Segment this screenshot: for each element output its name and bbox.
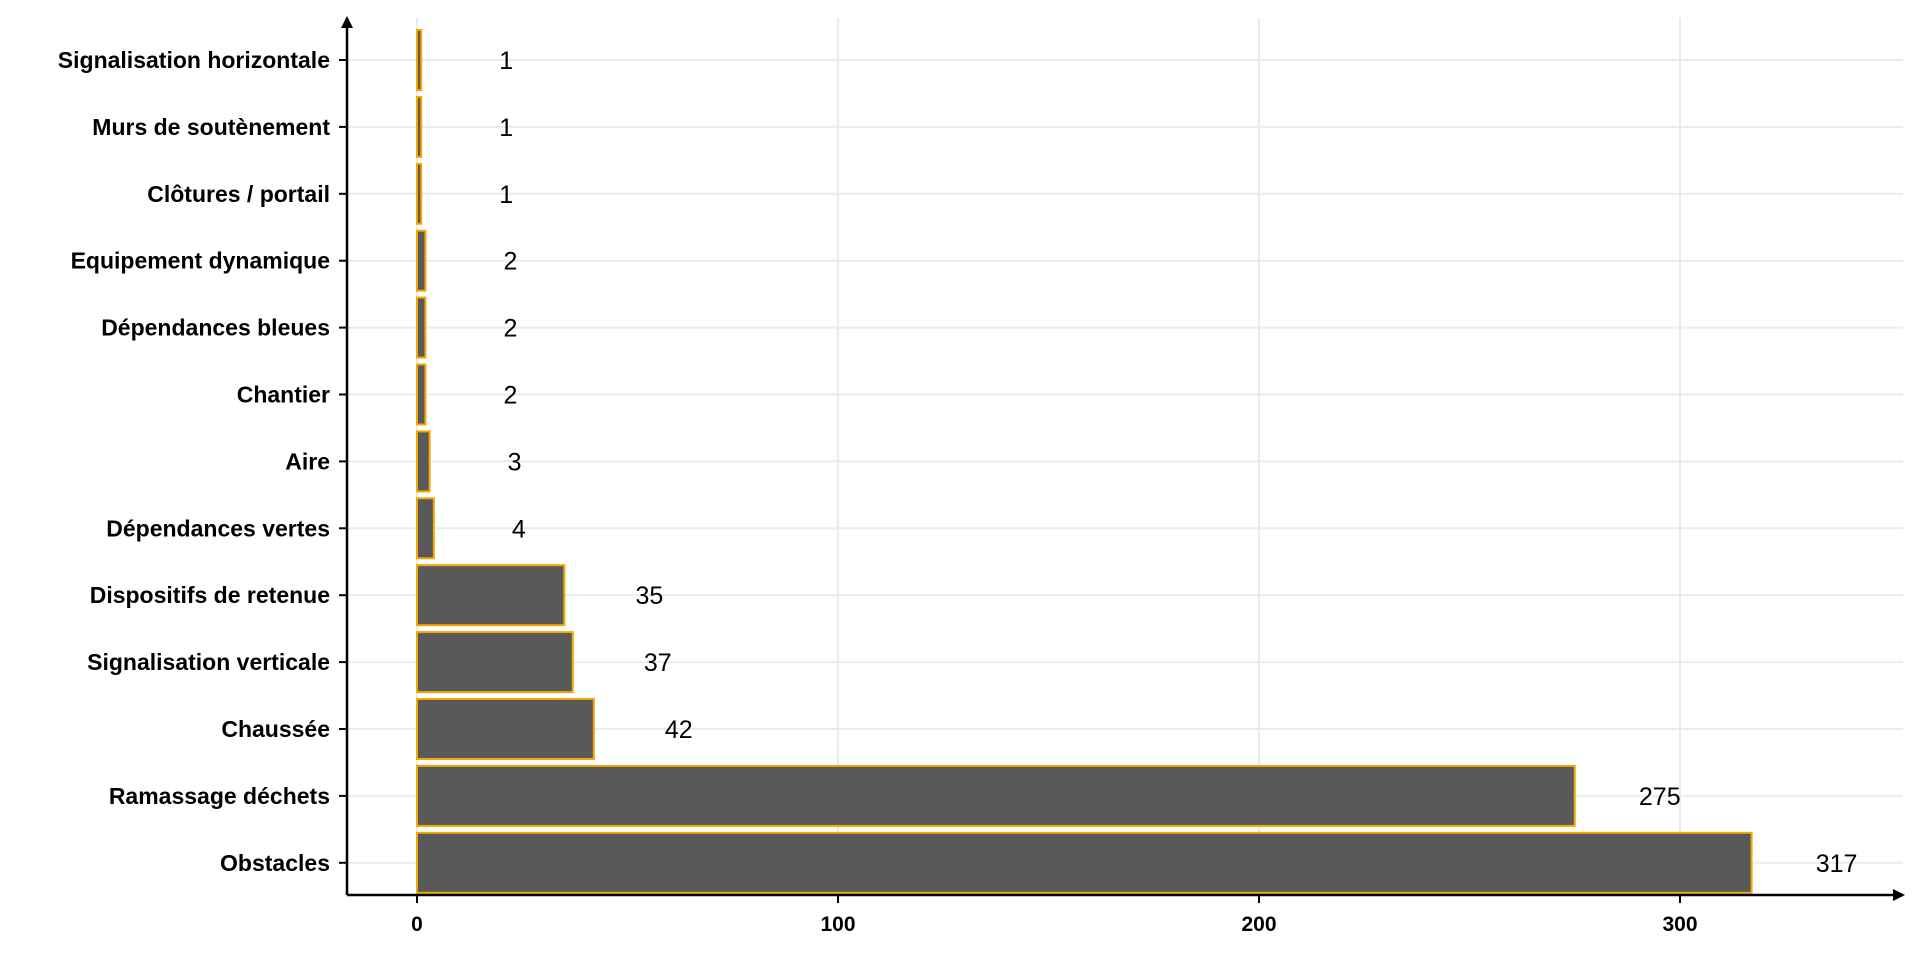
x-tick-label: 300 xyxy=(1662,913,1697,936)
data-label: 2 xyxy=(503,248,517,276)
category-label: Murs de soutènement xyxy=(92,114,330,140)
value-labels: 317 275 42 37 35 4 3 2 2 2 1 1 1 xyxy=(499,47,1857,878)
data-label: 2 xyxy=(503,315,517,343)
category-label: Obstacles xyxy=(220,850,330,876)
category-label: Chantier xyxy=(237,382,330,408)
data-label: 2 xyxy=(503,382,517,410)
bar xyxy=(416,497,435,560)
category-label: Chaussée xyxy=(221,716,330,742)
category-label: Clôtures / portail xyxy=(147,181,330,207)
bar xyxy=(416,698,595,760)
category-label: Equipement dynamique xyxy=(71,248,330,274)
data-label: 42 xyxy=(665,716,693,744)
data-label: 35 xyxy=(635,582,663,610)
axes xyxy=(339,16,1905,903)
category-label: Aire xyxy=(285,448,330,474)
data-label: 1 xyxy=(499,114,513,142)
x-tick-labels: 0 100 200 300 xyxy=(411,913,1697,936)
bar xyxy=(416,162,423,225)
category-label: Signalisation verticale xyxy=(87,649,330,675)
category-label: Dispositifs de retenue xyxy=(90,582,330,608)
category-label: Ramassage déchets xyxy=(109,783,330,809)
data-label: 1 xyxy=(499,181,513,209)
category-label: Signalisation horizontale xyxy=(58,47,330,73)
bars xyxy=(416,29,1753,894)
bar xyxy=(416,29,423,91)
data-label: 317 xyxy=(1816,850,1858,878)
data-label: 37 xyxy=(644,649,672,677)
data-label: 1 xyxy=(499,47,513,75)
x-tick-label: 100 xyxy=(820,913,855,936)
category-label: Dépendances bleues xyxy=(101,315,330,341)
x-tick-label: 200 xyxy=(1241,913,1276,936)
bar xyxy=(416,229,427,292)
bar xyxy=(416,296,427,359)
bar xyxy=(416,564,566,627)
bar xyxy=(416,363,427,426)
bar xyxy=(416,430,431,493)
data-label: 4 xyxy=(512,515,526,543)
bar xyxy=(416,631,574,694)
x-axis-arrow xyxy=(1893,889,1905,901)
bar xyxy=(416,831,1753,894)
category-label: Dépendances vertes xyxy=(106,515,330,541)
bar xyxy=(416,95,423,158)
category-labels: Obstacles Ramassage déchets Chaussée Signal… xyxy=(58,47,331,876)
y-axis-arrow xyxy=(341,16,353,28)
data-label: 275 xyxy=(1639,783,1681,811)
x-tick-label: 0 xyxy=(411,913,423,936)
data-label: 3 xyxy=(508,448,522,476)
grid-lines xyxy=(347,18,1903,895)
bar xyxy=(416,764,1576,827)
